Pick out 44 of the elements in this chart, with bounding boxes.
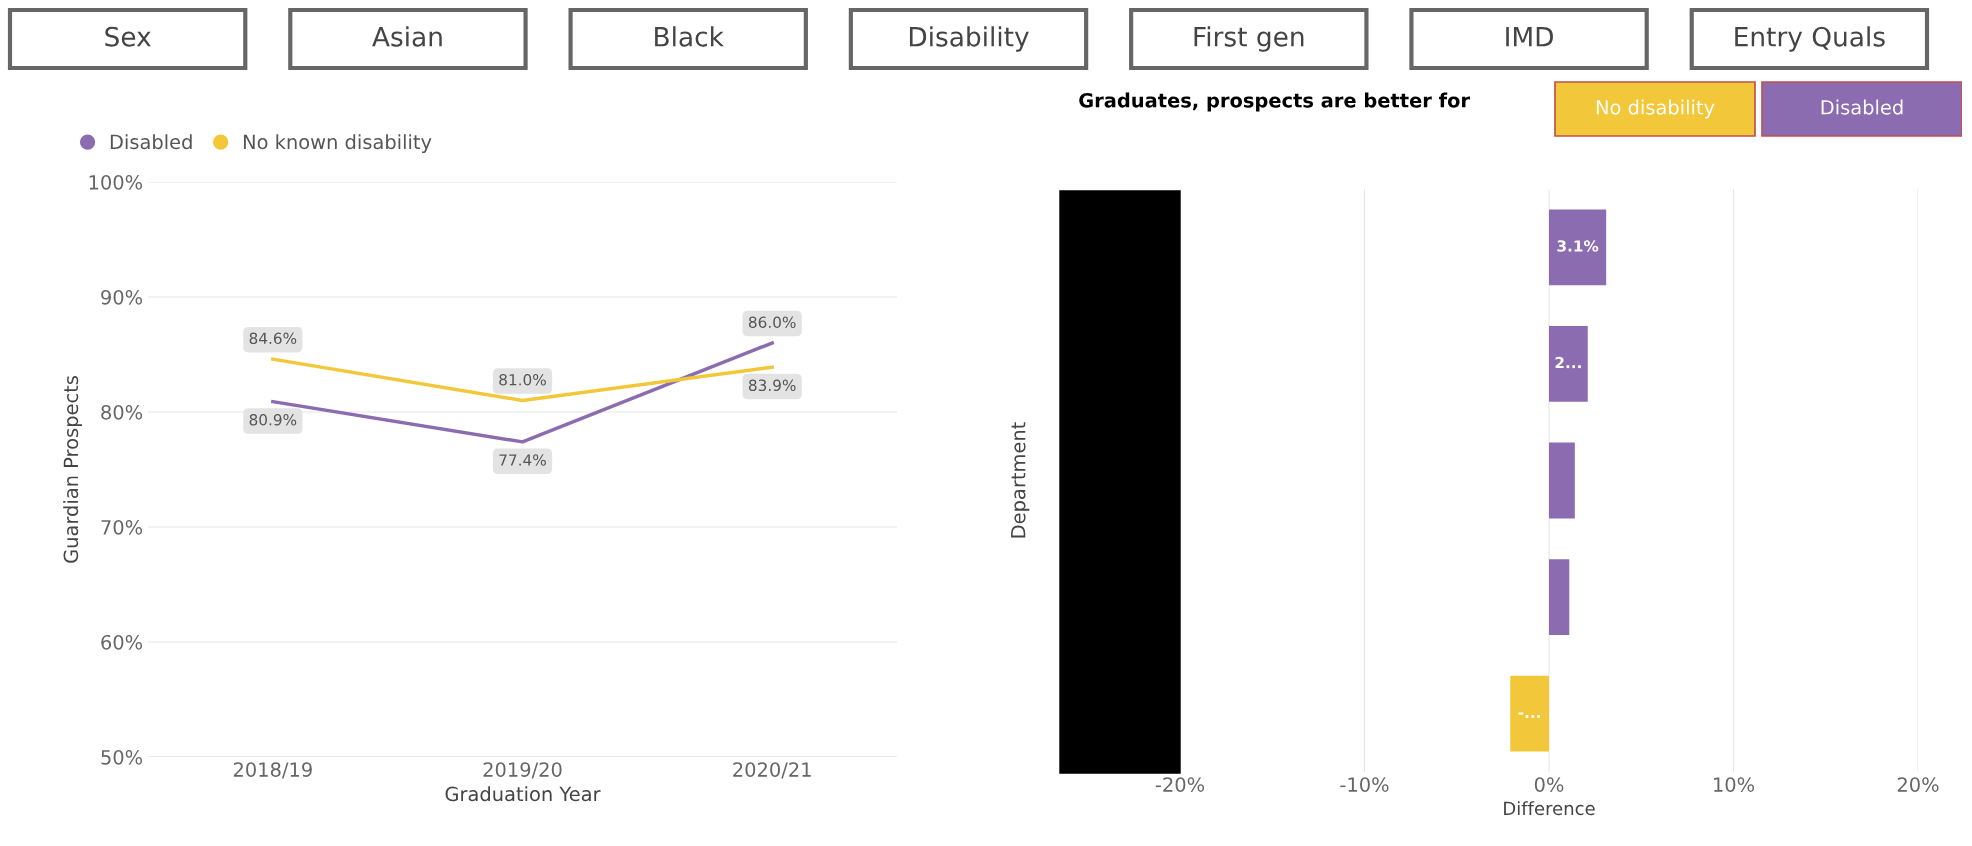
legend-label: Disabled	[110, 134, 192, 150]
bar	[1549, 559, 1570, 635]
x-tick-label: 2018/19	[233, 762, 312, 779]
text: IMD	[1506, 27, 1553, 47]
x-tick-label: 2019/20	[483, 762, 562, 779]
data-label: -...	[1518, 712, 1540, 718]
data-label: 77.4%	[499, 454, 546, 466]
text: First gen	[1194, 26, 1304, 52]
x-tick-label: -10%	[1340, 777, 1389, 792]
bar	[1549, 209, 1607, 286]
y-tick-label: 50%	[101, 749, 143, 765]
legend-title: Graduates, prospects are better for	[1079, 92, 1470, 112]
data-label: 3.1%	[1557, 240, 1599, 252]
x-tick-label: 10%	[1714, 777, 1755, 792]
text: Disability	[909, 26, 1029, 52]
x-axis-title: Difference	[1504, 801, 1595, 816]
x-tick-label: 0%	[1534, 777, 1564, 792]
y-tick-label: 70%	[101, 519, 143, 535]
text: Black	[655, 26, 724, 47]
text: Disabled	[1821, 99, 1903, 115]
text: Entry Quals	[1735, 26, 1885, 52]
x-tick-label: -20%	[1155, 777, 1205, 792]
legend-label: No known disability	[243, 134, 432, 153]
y-axis-title: Guardian Prospects	[63, 376, 82, 563]
data-label: 86.0%	[748, 316, 796, 328]
x-axis-title: Graduation Year	[445, 786, 601, 802]
x-tick-label: 20%	[1897, 777, 1939, 792]
x-tick-label: 2020/21	[733, 762, 811, 779]
y-axis-title: Department	[1011, 422, 1030, 538]
data-label: 84.6%	[249, 332, 297, 345]
text: No disability	[1596, 99, 1715, 119]
y-tick-label: 80%	[101, 404, 143, 420]
y-tick-label: 90%	[101, 289, 143, 305]
text: Asian	[372, 26, 442, 47]
bar	[1549, 442, 1575, 519]
bar	[1510, 675, 1549, 752]
data-label: 83.9%	[748, 379, 796, 392]
data-label: 2...	[1555, 356, 1581, 369]
data-label: 81.0%	[499, 373, 546, 386]
data-label: 80.9%	[249, 413, 297, 426]
y-tick-label: 60%	[101, 634, 143, 650]
y-tick-label: 100%	[89, 174, 143, 190]
text: Sex	[105, 26, 151, 47]
bar	[1549, 326, 1588, 402]
